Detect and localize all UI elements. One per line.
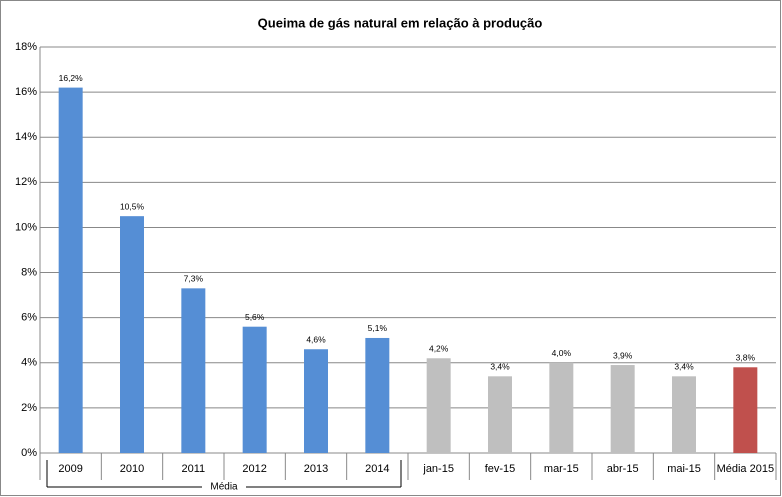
- x-tick-label: mai-15: [667, 463, 701, 475]
- value-label: 4,2%: [429, 344, 449, 354]
- value-label: 3,8%: [736, 353, 756, 363]
- bar: [242, 326, 267, 453]
- bar: [610, 365, 635, 453]
- y-tick-label: 10%: [15, 221, 37, 233]
- value-label: 10,5%: [120, 201, 145, 211]
- x-tick-label: 2014: [365, 463, 389, 475]
- x-tick-label: 2009: [58, 463, 82, 475]
- value-label: 4,0%: [552, 348, 572, 358]
- bar: [672, 376, 696, 453]
- value-label: 7,3%: [184, 274, 204, 284]
- x-tick-label: fev-15: [485, 463, 516, 475]
- bar: [426, 358, 451, 453]
- x-tick-label: 2013: [304, 463, 328, 475]
- bar: [58, 87, 83, 453]
- bar: [120, 216, 144, 453]
- x-tick-label: Média 2015: [717, 463, 775, 475]
- y-tick-label: 14%: [15, 131, 37, 143]
- x-tick-label: abr-15: [607, 463, 639, 475]
- bar: [549, 362, 574, 453]
- x-tick-label: jan-15: [422, 463, 454, 475]
- value-label: 16,2%: [59, 73, 84, 83]
- bar: [488, 376, 512, 453]
- y-tick-label: 6%: [21, 312, 37, 324]
- bar: [181, 288, 206, 453]
- chart-title: Queima de gás natural em relação à produ…: [258, 15, 543, 30]
- group-label: Média: [210, 482, 238, 493]
- x-tick-label: mar-15: [544, 463, 579, 475]
- y-tick-label: 8%: [21, 266, 37, 278]
- value-label: 5,1%: [368, 323, 388, 333]
- bar: [365, 337, 390, 453]
- value-label: 3,4%: [490, 362, 510, 372]
- x-tick-label: 2010: [120, 463, 144, 475]
- x-tick-label: 2011: [182, 463, 206, 475]
- y-tick-label: 0%: [21, 447, 37, 459]
- bar: [304, 349, 328, 453]
- y-tick-label: 2%: [21, 402, 37, 414]
- value-label: 3,9%: [613, 350, 633, 360]
- y-tick-label: 12%: [15, 176, 37, 188]
- y-tick-label: 4%: [21, 357, 37, 369]
- bar: [733, 367, 758, 453]
- x-tick-label: 2012: [242, 463, 266, 475]
- value-label: 4,6%: [306, 334, 326, 344]
- y-tick-label: 18%: [15, 41, 37, 53]
- value-label: 3,4%: [674, 362, 694, 372]
- y-tick-label: 16%: [15, 86, 37, 98]
- value-label: 5,6%: [245, 312, 265, 322]
